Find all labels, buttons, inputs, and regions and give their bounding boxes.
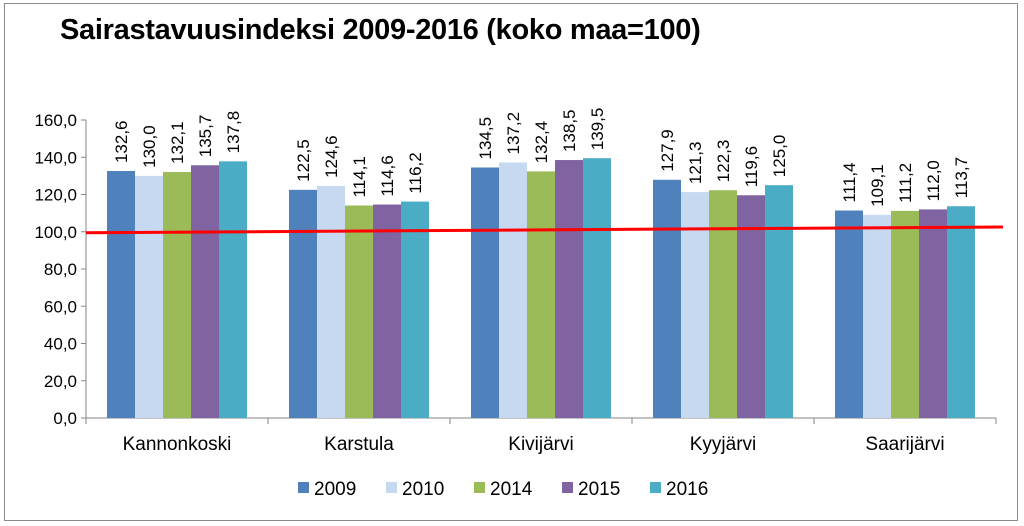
data-label: 121,3	[686, 142, 705, 185]
legend-swatch	[474, 482, 485, 493]
bar	[317, 185, 345, 418]
legend-swatch	[650, 482, 661, 493]
y-tick-label: 160,0	[34, 111, 77, 130]
legend-swatch	[386, 482, 397, 493]
bar	[555, 160, 583, 418]
legend-label: 2009	[314, 479, 356, 500]
data-label: 111,2	[896, 163, 915, 203]
bar	[863, 214, 891, 418]
legend-label: 2014	[490, 479, 533, 500]
bar	[709, 190, 737, 418]
bar	[499, 162, 527, 418]
bar	[681, 192, 709, 418]
category-label: Karstula	[324, 434, 394, 455]
y-tick-label: 100,0	[34, 223, 77, 242]
bar	[653, 179, 681, 418]
reference-line	[85, 225, 1004, 235]
data-label: 127,9	[658, 129, 677, 172]
bar	[765, 185, 793, 418]
chart-title: Sairastavuusindeksi 2009-2016 (koko maa=…	[60, 14, 701, 46]
data-label: 112,0	[924, 160, 943, 201]
data-label: 114,6	[378, 155, 397, 196]
bar	[219, 161, 247, 418]
legend-label: 2016	[666, 479, 708, 500]
bar	[107, 171, 135, 418]
data-label: 130,0	[140, 125, 159, 168]
bar	[163, 171, 191, 418]
data-label: 114,1	[350, 156, 369, 197]
data-label: 111,4	[840, 162, 859, 202]
bar	[737, 195, 765, 418]
data-label: 109,1	[868, 164, 887, 207]
category-label: Kannonkoski	[123, 434, 232, 455]
data-label: 113,7	[952, 157, 971, 198]
y-tick-label: 120,0	[34, 186, 77, 205]
data-label: 137,8	[224, 111, 243, 154]
data-label: 124,6	[322, 135, 341, 178]
legend-swatch	[562, 482, 573, 493]
y-tick-label: 20,0	[44, 372, 77, 391]
y-tick-label: 140,0	[34, 148, 77, 167]
data-label: 138,5	[560, 109, 579, 152]
bar	[289, 189, 317, 418]
bar	[191, 165, 219, 418]
category-label: Kivijärvi	[508, 434, 573, 455]
bar	[401, 201, 429, 418]
data-label: 116,2	[406, 152, 425, 193]
y-tick-label: 80,0	[44, 260, 77, 279]
bar	[527, 171, 555, 418]
data-label: 137,2	[504, 112, 523, 155]
bar	[135, 175, 163, 418]
y-tick-label: 40,0	[44, 335, 77, 354]
data-label: 139,5	[588, 108, 607, 151]
legend-label: 2010	[402, 479, 444, 500]
data-label: 122,3	[714, 140, 733, 183]
y-tick-label: 0,0	[53, 409, 77, 428]
data-label: 122,5	[294, 139, 313, 182]
data-label: 132,6	[112, 120, 131, 163]
data-label: 119,6	[742, 146, 761, 187]
data-label: 132,1	[168, 121, 187, 164]
bar	[919, 209, 947, 418]
data-label: 134,5	[476, 117, 495, 160]
legend-label: 2015	[578, 479, 620, 500]
bar	[947, 206, 975, 418]
category-label: Kyyjärvi	[690, 434, 757, 455]
bar	[583, 158, 611, 418]
bar	[345, 205, 373, 418]
y-tick-label: 60,0	[44, 297, 77, 316]
data-label: 135,7	[196, 115, 215, 158]
bar	[891, 210, 919, 418]
category-label: Saarijärvi	[865, 434, 944, 455]
data-label: 125,0	[770, 135, 789, 178]
bar	[471, 167, 499, 418]
bar	[835, 210, 863, 418]
legend-swatch	[298, 482, 309, 493]
bar	[373, 204, 401, 418]
data-label: 132,4	[532, 121, 551, 164]
